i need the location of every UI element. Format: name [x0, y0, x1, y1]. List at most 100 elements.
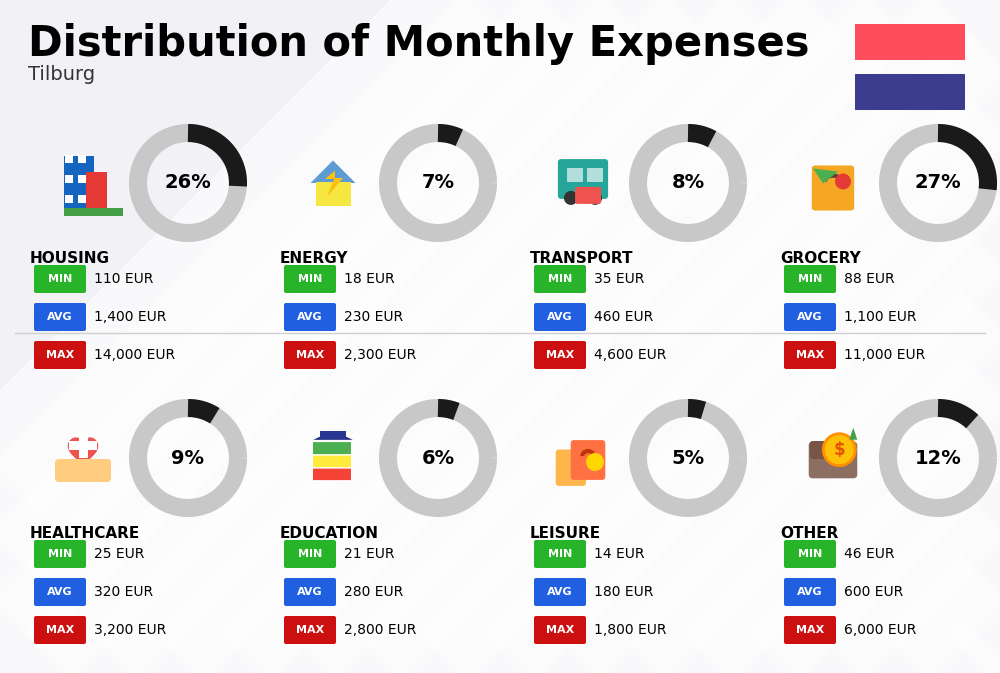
Text: 180 EUR: 180 EUR	[594, 585, 653, 599]
Text: AVG: AVG	[297, 312, 323, 322]
FancyBboxPatch shape	[784, 265, 836, 293]
FancyBboxPatch shape	[34, 341, 86, 369]
FancyBboxPatch shape	[556, 450, 586, 486]
FancyBboxPatch shape	[78, 195, 86, 203]
Text: MIN: MIN	[298, 549, 322, 559]
Polygon shape	[813, 168, 838, 184]
Text: 1,400 EUR: 1,400 EUR	[94, 310, 166, 324]
Text: 4,600 EUR: 4,600 EUR	[594, 348, 666, 362]
Text: MAX: MAX	[46, 625, 74, 635]
Text: MIN: MIN	[48, 549, 72, 559]
FancyBboxPatch shape	[86, 172, 107, 211]
Text: MIN: MIN	[48, 274, 72, 284]
Text: 230 EUR: 230 EUR	[344, 310, 403, 324]
Polygon shape	[310, 160, 356, 183]
FancyBboxPatch shape	[534, 341, 586, 369]
Text: EDUCATION: EDUCATION	[280, 526, 379, 541]
Text: AVG: AVG	[47, 312, 73, 322]
Text: 6,000 EUR: 6,000 EUR	[844, 623, 916, 637]
FancyBboxPatch shape	[284, 303, 336, 331]
Text: MAX: MAX	[296, 625, 324, 635]
FancyBboxPatch shape	[812, 166, 854, 211]
Text: HEALTHCARE: HEALTHCARE	[30, 526, 140, 541]
FancyBboxPatch shape	[64, 207, 123, 215]
FancyBboxPatch shape	[534, 265, 586, 293]
Text: OTHER: OTHER	[780, 526, 838, 541]
Text: 14 EUR: 14 EUR	[594, 547, 644, 561]
Text: 1,100 EUR: 1,100 EUR	[844, 310, 916, 324]
Text: Distribution of Monthly Expenses: Distribution of Monthly Expenses	[28, 23, 810, 65]
Text: 2,800 EUR: 2,800 EUR	[344, 623, 416, 637]
FancyBboxPatch shape	[312, 454, 352, 468]
FancyBboxPatch shape	[55, 459, 111, 482]
FancyBboxPatch shape	[534, 578, 586, 606]
Text: 12%: 12%	[915, 448, 961, 468]
Text: MAX: MAX	[46, 350, 74, 360]
Text: 26%: 26%	[165, 174, 211, 192]
FancyBboxPatch shape	[284, 616, 336, 644]
FancyBboxPatch shape	[855, 74, 965, 110]
FancyBboxPatch shape	[284, 540, 336, 568]
Text: 27%: 27%	[915, 174, 961, 192]
Text: AVG: AVG	[547, 587, 573, 597]
FancyBboxPatch shape	[784, 303, 836, 331]
Circle shape	[588, 191, 602, 205]
FancyBboxPatch shape	[575, 187, 601, 204]
Text: 14,000 EUR: 14,000 EUR	[94, 348, 175, 362]
Text: MIN: MIN	[798, 549, 822, 559]
Polygon shape	[68, 438, 98, 467]
FancyBboxPatch shape	[534, 616, 586, 644]
Text: MIN: MIN	[548, 274, 572, 284]
Text: Tilburg: Tilburg	[28, 65, 95, 84]
FancyBboxPatch shape	[320, 431, 346, 439]
Text: 5%: 5%	[671, 448, 705, 468]
Text: MAX: MAX	[296, 350, 324, 360]
FancyBboxPatch shape	[809, 441, 857, 479]
Text: AVG: AVG	[797, 312, 823, 322]
FancyBboxPatch shape	[810, 441, 838, 459]
Text: AVG: AVG	[797, 587, 823, 597]
Text: HOUSING: HOUSING	[30, 251, 110, 266]
FancyBboxPatch shape	[312, 468, 352, 481]
Text: 46 EUR: 46 EUR	[844, 547, 895, 561]
FancyBboxPatch shape	[316, 182, 351, 205]
FancyBboxPatch shape	[567, 168, 583, 182]
Text: 320 EUR: 320 EUR	[94, 585, 153, 599]
FancyBboxPatch shape	[64, 155, 94, 211]
FancyBboxPatch shape	[65, 195, 73, 203]
Text: MAX: MAX	[796, 625, 824, 635]
Text: AVG: AVG	[547, 312, 573, 322]
Text: MIN: MIN	[798, 274, 822, 284]
Text: 9%: 9%	[172, 448, 205, 468]
Text: ENERGY: ENERGY	[280, 251, 349, 266]
FancyBboxPatch shape	[284, 341, 336, 369]
FancyBboxPatch shape	[78, 175, 86, 183]
FancyBboxPatch shape	[534, 303, 586, 331]
FancyBboxPatch shape	[784, 578, 836, 606]
FancyBboxPatch shape	[65, 155, 73, 163]
Text: 280 EUR: 280 EUR	[344, 585, 403, 599]
FancyBboxPatch shape	[78, 155, 86, 163]
Circle shape	[823, 433, 855, 466]
Text: 110 EUR: 110 EUR	[94, 272, 153, 286]
Text: 18 EUR: 18 EUR	[344, 272, 395, 286]
FancyBboxPatch shape	[65, 175, 73, 183]
Text: 460 EUR: 460 EUR	[594, 310, 653, 324]
Text: AVG: AVG	[297, 587, 323, 597]
Polygon shape	[849, 428, 857, 439]
FancyBboxPatch shape	[284, 265, 336, 293]
FancyBboxPatch shape	[34, 578, 86, 606]
Text: 25 EUR: 25 EUR	[94, 547, 144, 561]
Text: MAX: MAX	[796, 350, 824, 360]
Text: MAX: MAX	[546, 625, 574, 635]
Polygon shape	[325, 170, 343, 197]
Text: 11,000 EUR: 11,000 EUR	[844, 348, 925, 362]
Text: GROCERY: GROCERY	[780, 251, 861, 266]
FancyBboxPatch shape	[34, 540, 86, 568]
FancyBboxPatch shape	[34, 303, 86, 331]
FancyBboxPatch shape	[34, 616, 86, 644]
Text: 88 EUR: 88 EUR	[844, 272, 895, 286]
FancyBboxPatch shape	[571, 440, 605, 480]
Text: 2,300 EUR: 2,300 EUR	[344, 348, 416, 362]
Text: 600 EUR: 600 EUR	[844, 585, 903, 599]
